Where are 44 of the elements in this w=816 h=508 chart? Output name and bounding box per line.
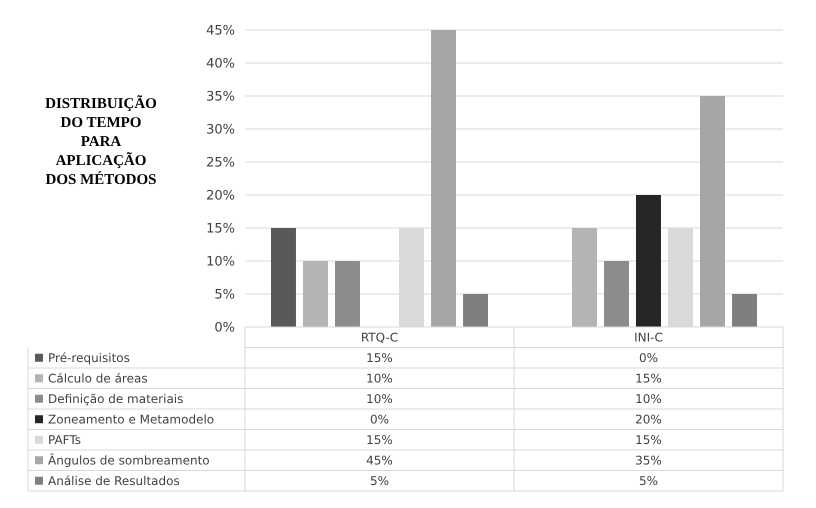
legend-label: Análise de Resultados <box>48 474 180 488</box>
y-tick-label: 30% <box>206 122 235 138</box>
y-tick-label: 10% <box>206 254 235 270</box>
y-tick-label: 35% <box>206 90 235 105</box>
legend-label: Ângulos de sombreamento <box>48 452 210 468</box>
bar <box>431 30 456 327</box>
data-label: 0% <box>638 350 658 365</box>
bar <box>732 294 757 327</box>
legend-label: Definição de materiais <box>48 392 184 406</box>
y-tick-label: 15% <box>206 222 235 237</box>
y-tick-label: 20% <box>206 188 235 204</box>
legend-label: PAFTs <box>48 432 81 447</box>
y-tick-label: 45% <box>206 24 235 39</box>
data-label: 45% <box>366 453 393 468</box>
data-label: 15% <box>635 371 662 386</box>
data-label: 10% <box>635 392 662 406</box>
bar <box>303 261 328 327</box>
data-label: 35% <box>635 453 662 468</box>
bar <box>636 195 661 327</box>
text: DISTRIBUIÇÃO DO TEMPO PARA APLICAÇÃO DOS MÉTODOS <box>45 95 157 188</box>
data-label: 15% <box>366 432 393 447</box>
bar <box>604 261 629 327</box>
data-label: 20% <box>635 412 662 426</box>
legend-label: Zoneamento e Metamodelo <box>48 412 214 426</box>
bar <box>271 228 296 327</box>
data-label: 15% <box>366 350 393 365</box>
data-label: 5% <box>638 474 658 488</box>
bar <box>463 294 488 327</box>
x-tick-label: INI-C <box>634 330 663 344</box>
y-tick-label: 25% <box>206 156 235 171</box>
bar <box>700 96 725 327</box>
legend-label: Pré-requisitos <box>48 350 130 365</box>
data-label: 15% <box>635 432 662 447</box>
y-tick-label: 40% <box>206 56 235 72</box>
y-tick-label: 5% <box>214 288 235 303</box>
legend-label: Cálculo de áreas <box>48 371 148 386</box>
x-tick-label: RTQ-C <box>360 330 398 344</box>
data-label: 5% <box>370 474 390 488</box>
y-tick-label: 0% <box>214 320 235 336</box>
bar <box>572 228 597 327</box>
data-label: 0% <box>370 412 390 426</box>
bar <box>335 261 360 327</box>
data-label: 10% <box>366 392 393 406</box>
data-label: 10% <box>366 371 393 386</box>
